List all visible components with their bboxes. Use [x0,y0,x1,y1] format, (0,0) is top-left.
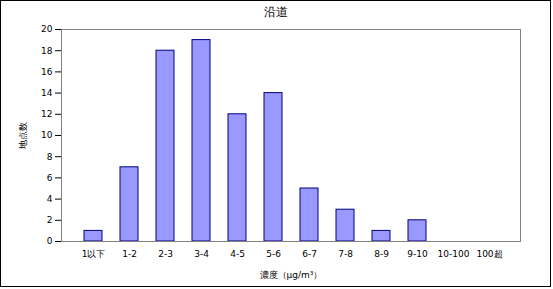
svg-text:6-7: 6-7 [302,249,317,259]
svg-text:100超: 100超 [476,249,502,259]
svg-text:地点数: 地点数 [18,122,28,150]
svg-text:4: 4 [47,194,53,204]
svg-text:7-8: 7-8 [338,249,353,259]
svg-text:18: 18 [41,46,53,56]
svg-text:6: 6 [47,173,53,183]
svg-text:8-9: 8-9 [374,249,389,259]
svg-text:4-5: 4-5 [230,249,245,259]
svg-text:濃度（μg/m³）: 濃度（μg/m³） [260,270,323,280]
html-text:沿道: 沿道 [263,5,288,19]
svg-text:14: 14 [41,88,53,98]
svg-text:12: 12 [41,109,52,119]
svg-text:1-2: 1-2 [122,249,137,259]
svg-text:10: 10 [41,130,53,140]
svg-text:3-4: 3-4 [194,249,209,259]
svg-text:2-3: 2-3 [158,249,173,259]
svg-text:0: 0 [47,236,53,246]
svg-text:10-100: 10-100 [438,249,470,259]
svg-text:1以下: 1以下 [82,249,106,259]
svg-text:20: 20 [41,24,53,34]
svg-text:16: 16 [41,67,53,77]
svg-text:2: 2 [47,215,53,225]
svg-text:5-6: 5-6 [266,249,281,259]
svg-text:9-10: 9-10 [407,249,428,259]
svg-text:8: 8 [47,152,53,162]
